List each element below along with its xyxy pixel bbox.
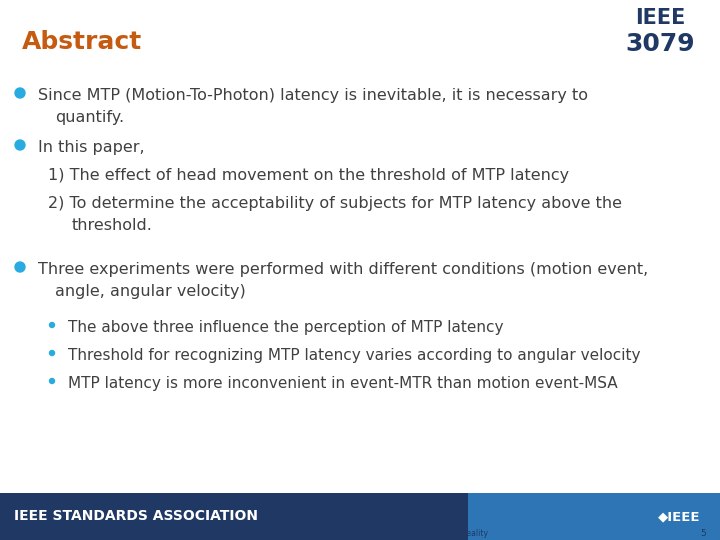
Text: MTP latency is more inconvenient in event-MTR than motion event-MSA: MTP latency is more inconvenient in even… [68, 376, 618, 391]
Text: 3079-20-0011-00-0000-Review of Perceptual  Tolerance to Motion-To-Photon Latency: 3079-20-0011-00-0000-Review of Perceptua… [14, 529, 488, 537]
Circle shape [15, 88, 25, 98]
Circle shape [15, 140, 25, 150]
Circle shape [50, 322, 55, 327]
Text: Three experiments were performed with different conditions (motion event,: Three experiments were performed with di… [38, 262, 648, 277]
Text: IEEE STANDARDS ASSOCIATION: IEEE STANDARDS ASSOCIATION [14, 510, 258, 523]
Text: The above three influence the perception of MTP latency: The above three influence the perception… [68, 320, 503, 335]
Circle shape [50, 379, 55, 383]
Bar [0, 493, 468, 540]
Circle shape [15, 262, 25, 272]
Text: quantify.: quantify. [55, 110, 124, 125]
Circle shape [50, 350, 55, 355]
Text: Since MTP (Motion-To-Photon) latency is inevitable, it is necessary to: Since MTP (Motion-To-Photon) latency is … [38, 88, 588, 103]
Text: 1) The effect of head movement on the threshold of MTP latency: 1) The effect of head movement on the th… [48, 168, 569, 183]
Text: Abstract: Abstract [22, 30, 143, 54]
Text: angle, angular velocity): angle, angular velocity) [55, 284, 246, 299]
Text: 5: 5 [701, 529, 706, 537]
Text: IEEE: IEEE [635, 8, 685, 28]
Text: ◆IEEE: ◆IEEE [657, 510, 700, 523]
Text: threshold.: threshold. [72, 218, 153, 233]
Text: In this paper,: In this paper, [38, 140, 145, 155]
Text: 2) To determine the acceptability of subjects for MTP latency above the: 2) To determine the acceptability of sub… [48, 196, 622, 211]
Text: 3079: 3079 [625, 32, 695, 56]
Bar [468, 493, 720, 540]
Text: Threshold for recognizing MTP latency varies according to angular velocity: Threshold for recognizing MTP latency va… [68, 348, 641, 363]
